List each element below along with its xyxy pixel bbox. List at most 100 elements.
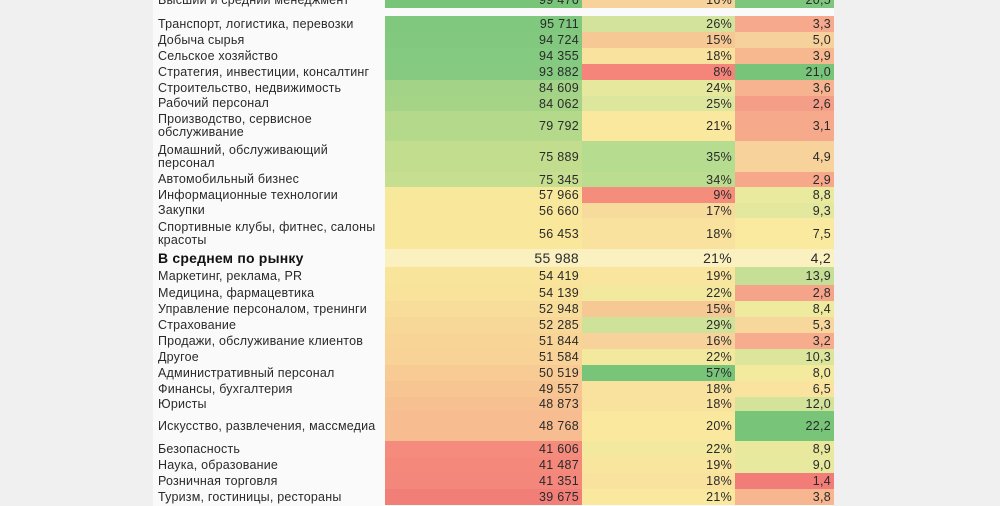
industry-name-text: Автомобильный бизнес [158, 172, 300, 186]
years-cell: 1,4 [735, 473, 834, 489]
industry-name: Транспорт, логистика, перевозки [153, 16, 385, 32]
industry-name: Производство, сервисное обслуживание [153, 111, 385, 141]
salary-cell: 56 660 [385, 203, 582, 218]
industry-name-text: Домашний, обслуживающий персонал [158, 142, 328, 170]
table-row: Юристы 48 873 18% 12,0 [153, 397, 834, 411]
salary-cell: 49 557 [385, 381, 582, 397]
table-row: Информационные технологии 57 966 9% 8,8 [153, 187, 834, 203]
years-cell: 9,0 [735, 457, 834, 473]
industry-name: Продажи, обслуживание клиентов [153, 333, 385, 349]
years-cell: 3,9 [735, 48, 834, 64]
industry-name: Другое [153, 349, 385, 365]
industry-name-text: Рабочий персонал [158, 96, 270, 110]
industry-name-text: Другое [158, 349, 199, 364]
years-cell: 2,8 [735, 285, 834, 301]
salary-cell: 41 487 [385, 457, 582, 473]
years-cell: 10,3 [735, 349, 834, 365]
salary-cell: 84 609 [385, 80, 582, 96]
share-cell: 21% [582, 249, 735, 267]
share-cell: 22% [582, 349, 735, 365]
salary-cell: 84 062 [385, 96, 582, 111]
table-row: Управление персоналом, тренинги 52 948 15%… [153, 301, 834, 317]
years-cell: 20,5 [735, 0, 834, 8]
years-cell: 8,9 [735, 441, 834, 457]
years-cell: 3,6 [735, 80, 834, 96]
share-cell: 34% [582, 172, 735, 187]
industry-name-text: Административный персонал [158, 365, 335, 380]
years-cell: 3,2 [735, 333, 834, 349]
share-cell: 22% [582, 441, 735, 457]
industry-name-text: Закупки [158, 203, 205, 217]
industry-name-text: Маркетинг, реклама, PR [158, 268, 303, 283]
share-cell: 29% [582, 317, 735, 333]
industry-name: Стратегия, инвестиции, консалтинг [153, 64, 385, 80]
industry-name: Наука, образование [153, 457, 385, 473]
industry-name: Административный персонал [153, 365, 385, 381]
industry-name: Безопасность [153, 441, 385, 457]
salary-cell: 75 889 [385, 141, 582, 172]
share-cell: 18% [582, 397, 735, 411]
table-row: Спортивные клубы, фитнес, салоны красоты… [153, 218, 834, 249]
years-cell: 3,3 [735, 16, 834, 32]
industry-name-text: Розничная торговля [158, 473, 278, 488]
years-cell: 3,1 [735, 111, 834, 141]
industry-name: Искусство, развлечения, массмедиа [153, 411, 385, 441]
table-row: Медицина, фармацевтика 54 139 22% 2,8 [153, 285, 834, 301]
salary-cell: 54 139 [385, 285, 582, 301]
years-cell: 8,0 [735, 365, 834, 381]
share-cell: 8% [582, 64, 735, 80]
table-row: Транспорт, логистика, перевозки 95 711 26%… [153, 16, 834, 32]
industry-name-text: Искусство, развлечения, массмедиа [158, 418, 376, 433]
industry-name: Закупки [153, 203, 385, 218]
salary-cell: 55 988 [385, 249, 582, 267]
table-row: Безопасность 41 606 22% 8,9 [153, 441, 834, 457]
share-cell: 18% [582, 48, 735, 64]
salary-cell: 93 882 [385, 64, 582, 80]
salary-cell: 52 948 [385, 301, 582, 317]
years-cell: 21,0 [735, 64, 834, 80]
salary-cell: 51 584 [385, 349, 582, 365]
salary-cell: 48 768 [385, 411, 582, 441]
industry-name-text: Туризм, гостиницы, рестораны [158, 489, 342, 504]
years-cell: 22,2 [735, 411, 834, 441]
years-cell: 2,9 [735, 172, 834, 187]
years-cell: 2,6 [735, 96, 834, 111]
years-cell: 4,2 [735, 249, 834, 267]
table-row: Производство, сервисное обслуживание 79 7… [153, 111, 834, 141]
market-average-row: В среднем по рынку 55 988 21% 4,2 [153, 249, 834, 267]
share-cell: 21% [582, 489, 735, 505]
table-row: Закупки 56 660 17% 9,3 [153, 203, 834, 218]
industry-name-text: Управление персоналом, тренинги [158, 301, 367, 316]
industry-name: Рабочий персонал [153, 96, 385, 111]
salary-cell: 41 606 [385, 441, 582, 457]
salary-cell: 56 453 [385, 218, 582, 249]
industry-name: Туризм, гостиницы, рестораны [153, 489, 385, 505]
salary-cell: 79 792 [385, 111, 582, 141]
industry-name-text: Финансы, бухгалтерия [158, 381, 293, 396]
table-row: Маркетинг, реклама, PR 54 419 19% 13,9 [153, 267, 834, 285]
years-cell: 4,9 [735, 141, 834, 172]
industry-name: Медицина, фармацевтика [153, 285, 385, 301]
table-row: Искусство, развлечения, массмедиа 48 768 2… [153, 411, 834, 441]
table-row: Наука, образование 41 487 19% 9,0 [153, 457, 834, 473]
industry-name: Автомобильный бизнес [153, 172, 385, 187]
years-cell: 7,5 [735, 218, 834, 249]
industry-name-text: Наука, образование [158, 457, 279, 472]
industry-name-text: Высший и средний менеджмент [158, 0, 349, 7]
industry-name-text: В среднем по рынку [158, 249, 304, 266]
industry-name: В среднем по рынку [153, 249, 385, 267]
table-row: Автомобильный бизнес 75 345 34% 2,9 [153, 172, 834, 187]
years-cell: 3,8 [735, 489, 834, 505]
industry-name-text: Стратегия, инвестиции, консалтинг [158, 64, 370, 79]
salary-cell: 95 711 [385, 16, 582, 32]
years-cell: 13,9 [735, 267, 834, 285]
industry-name: Добыча сырья [153, 32, 385, 48]
salary-cell: 94 724 [385, 32, 582, 48]
share-cell: 24% [582, 80, 735, 96]
industry-name: Спортивные клубы, фитнес, салоны красоты [153, 218, 385, 249]
table-row: Стратегия, инвестиции, консалтинг 93 882 8… [153, 64, 834, 80]
share-cell: 35% [582, 141, 735, 172]
industry-name-text: Строительство, недвижимость [158, 80, 342, 95]
industry-name: Юристы [153, 397, 385, 411]
